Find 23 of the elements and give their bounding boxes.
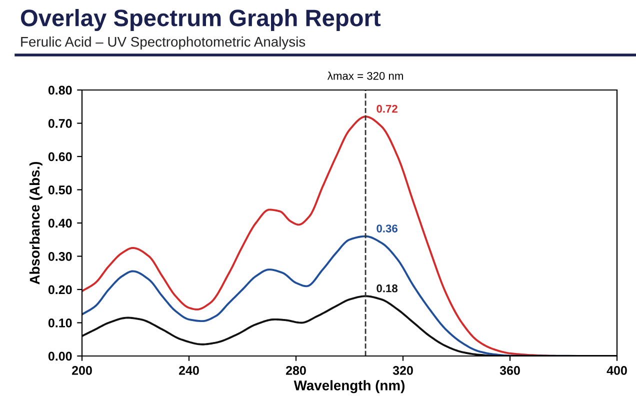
chart-subtitle: Ferulic Acid – UV Spectrophotometric Analysis (21, 36, 306, 50)
y-tick-label: 0.50 (48, 186, 72, 194)
text: λmax = 320 nm (327, 72, 403, 80)
x-tick-label: 360 (500, 366, 520, 375)
x-axis-title: Wavelength (nm) (294, 380, 404, 394)
y-tick-label: 0.40 (48, 218, 72, 228)
y-tick-label: 0.30 (48, 252, 72, 261)
x-tick-label: 280 (286, 366, 306, 375)
data-label: 0.72 (376, 104, 398, 113)
x-tick-label: 200 (72, 366, 92, 375)
y-tick-label: 0.60 (48, 152, 72, 162)
x-tick-label: 240 (179, 366, 199, 375)
y-tick-label: 0.70 (48, 119, 72, 128)
y-tick-label: 0.00 (48, 352, 72, 361)
y-axis-title: Absorbance (Abs.) (29, 162, 42, 284)
data-label: 0.36 (376, 224, 398, 232)
x-tick-label: 400 (606, 366, 627, 375)
y-tick-label: 0.20 (48, 285, 72, 294)
y-tick-label: 0.80 (48, 86, 72, 95)
data-label: 0.18 (376, 284, 398, 292)
chart-title: Overlay Spectrum Graph Report (20, 8, 381, 32)
y-tick-label: 0.10 (48, 318, 72, 328)
x-tick-label: 320 (392, 366, 413, 375)
